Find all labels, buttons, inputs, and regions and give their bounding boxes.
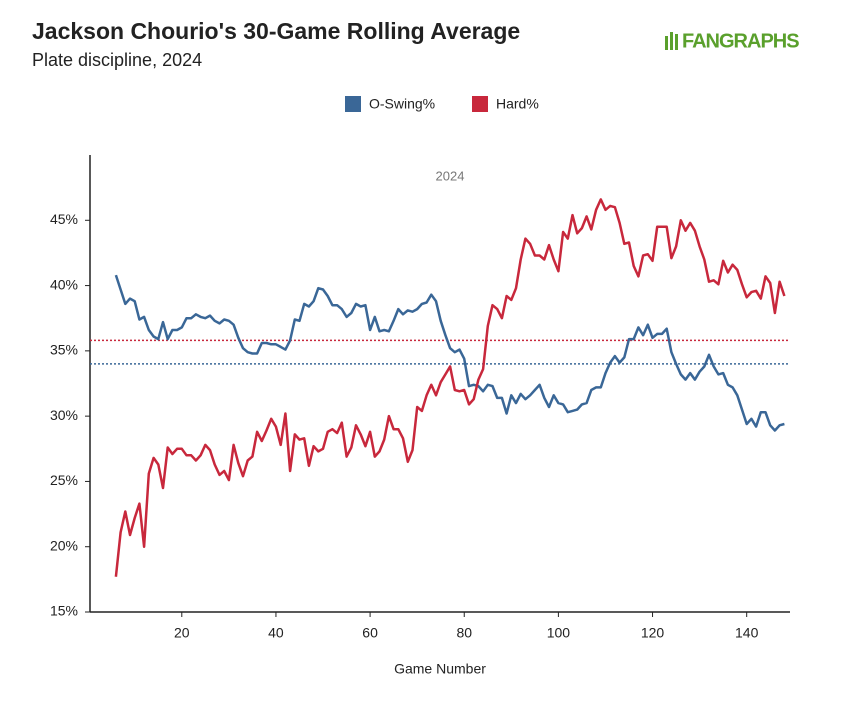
logo-bar bbox=[665, 36, 668, 50]
legend-swatch bbox=[345, 96, 361, 112]
x-tick-label: 140 bbox=[735, 625, 759, 641]
y-tick-label: 30% bbox=[50, 407, 78, 423]
legend-swatch bbox=[472, 96, 488, 112]
legend-label: O-Swing% bbox=[369, 96, 435, 112]
y-tick-label: 20% bbox=[50, 537, 78, 553]
legend-label: Hard% bbox=[496, 96, 539, 112]
y-tick-label: 25% bbox=[50, 472, 78, 488]
x-tick-label: 100 bbox=[547, 625, 571, 641]
x-tick-label: 120 bbox=[641, 625, 665, 641]
x-tick-label: 80 bbox=[456, 625, 472, 641]
x-tick-label: 40 bbox=[268, 625, 284, 641]
y-tick-label: 35% bbox=[50, 342, 78, 358]
series-line bbox=[114, 198, 786, 577]
annotation: 2024 bbox=[436, 168, 465, 183]
x-tick-label: 20 bbox=[174, 625, 190, 641]
logo-text: FANGRAPHS bbox=[682, 30, 799, 52]
chart-subtitle: Plate discipline, 2024 bbox=[32, 50, 202, 70]
y-tick-label: 40% bbox=[50, 276, 78, 292]
series-line bbox=[114, 274, 785, 432]
y-tick-label: 15% bbox=[50, 603, 78, 619]
x-tick-label: 60 bbox=[362, 625, 378, 641]
y-tick-label: 45% bbox=[50, 211, 78, 227]
chart-title: Jackson Chourio's 30-Game Rolling Averag… bbox=[32, 18, 520, 44]
logo-bar bbox=[670, 32, 673, 50]
logo: FANGRAPHS bbox=[665, 30, 800, 52]
x-axis-label: Game Number bbox=[394, 661, 486, 677]
logo-bar bbox=[675, 34, 678, 50]
